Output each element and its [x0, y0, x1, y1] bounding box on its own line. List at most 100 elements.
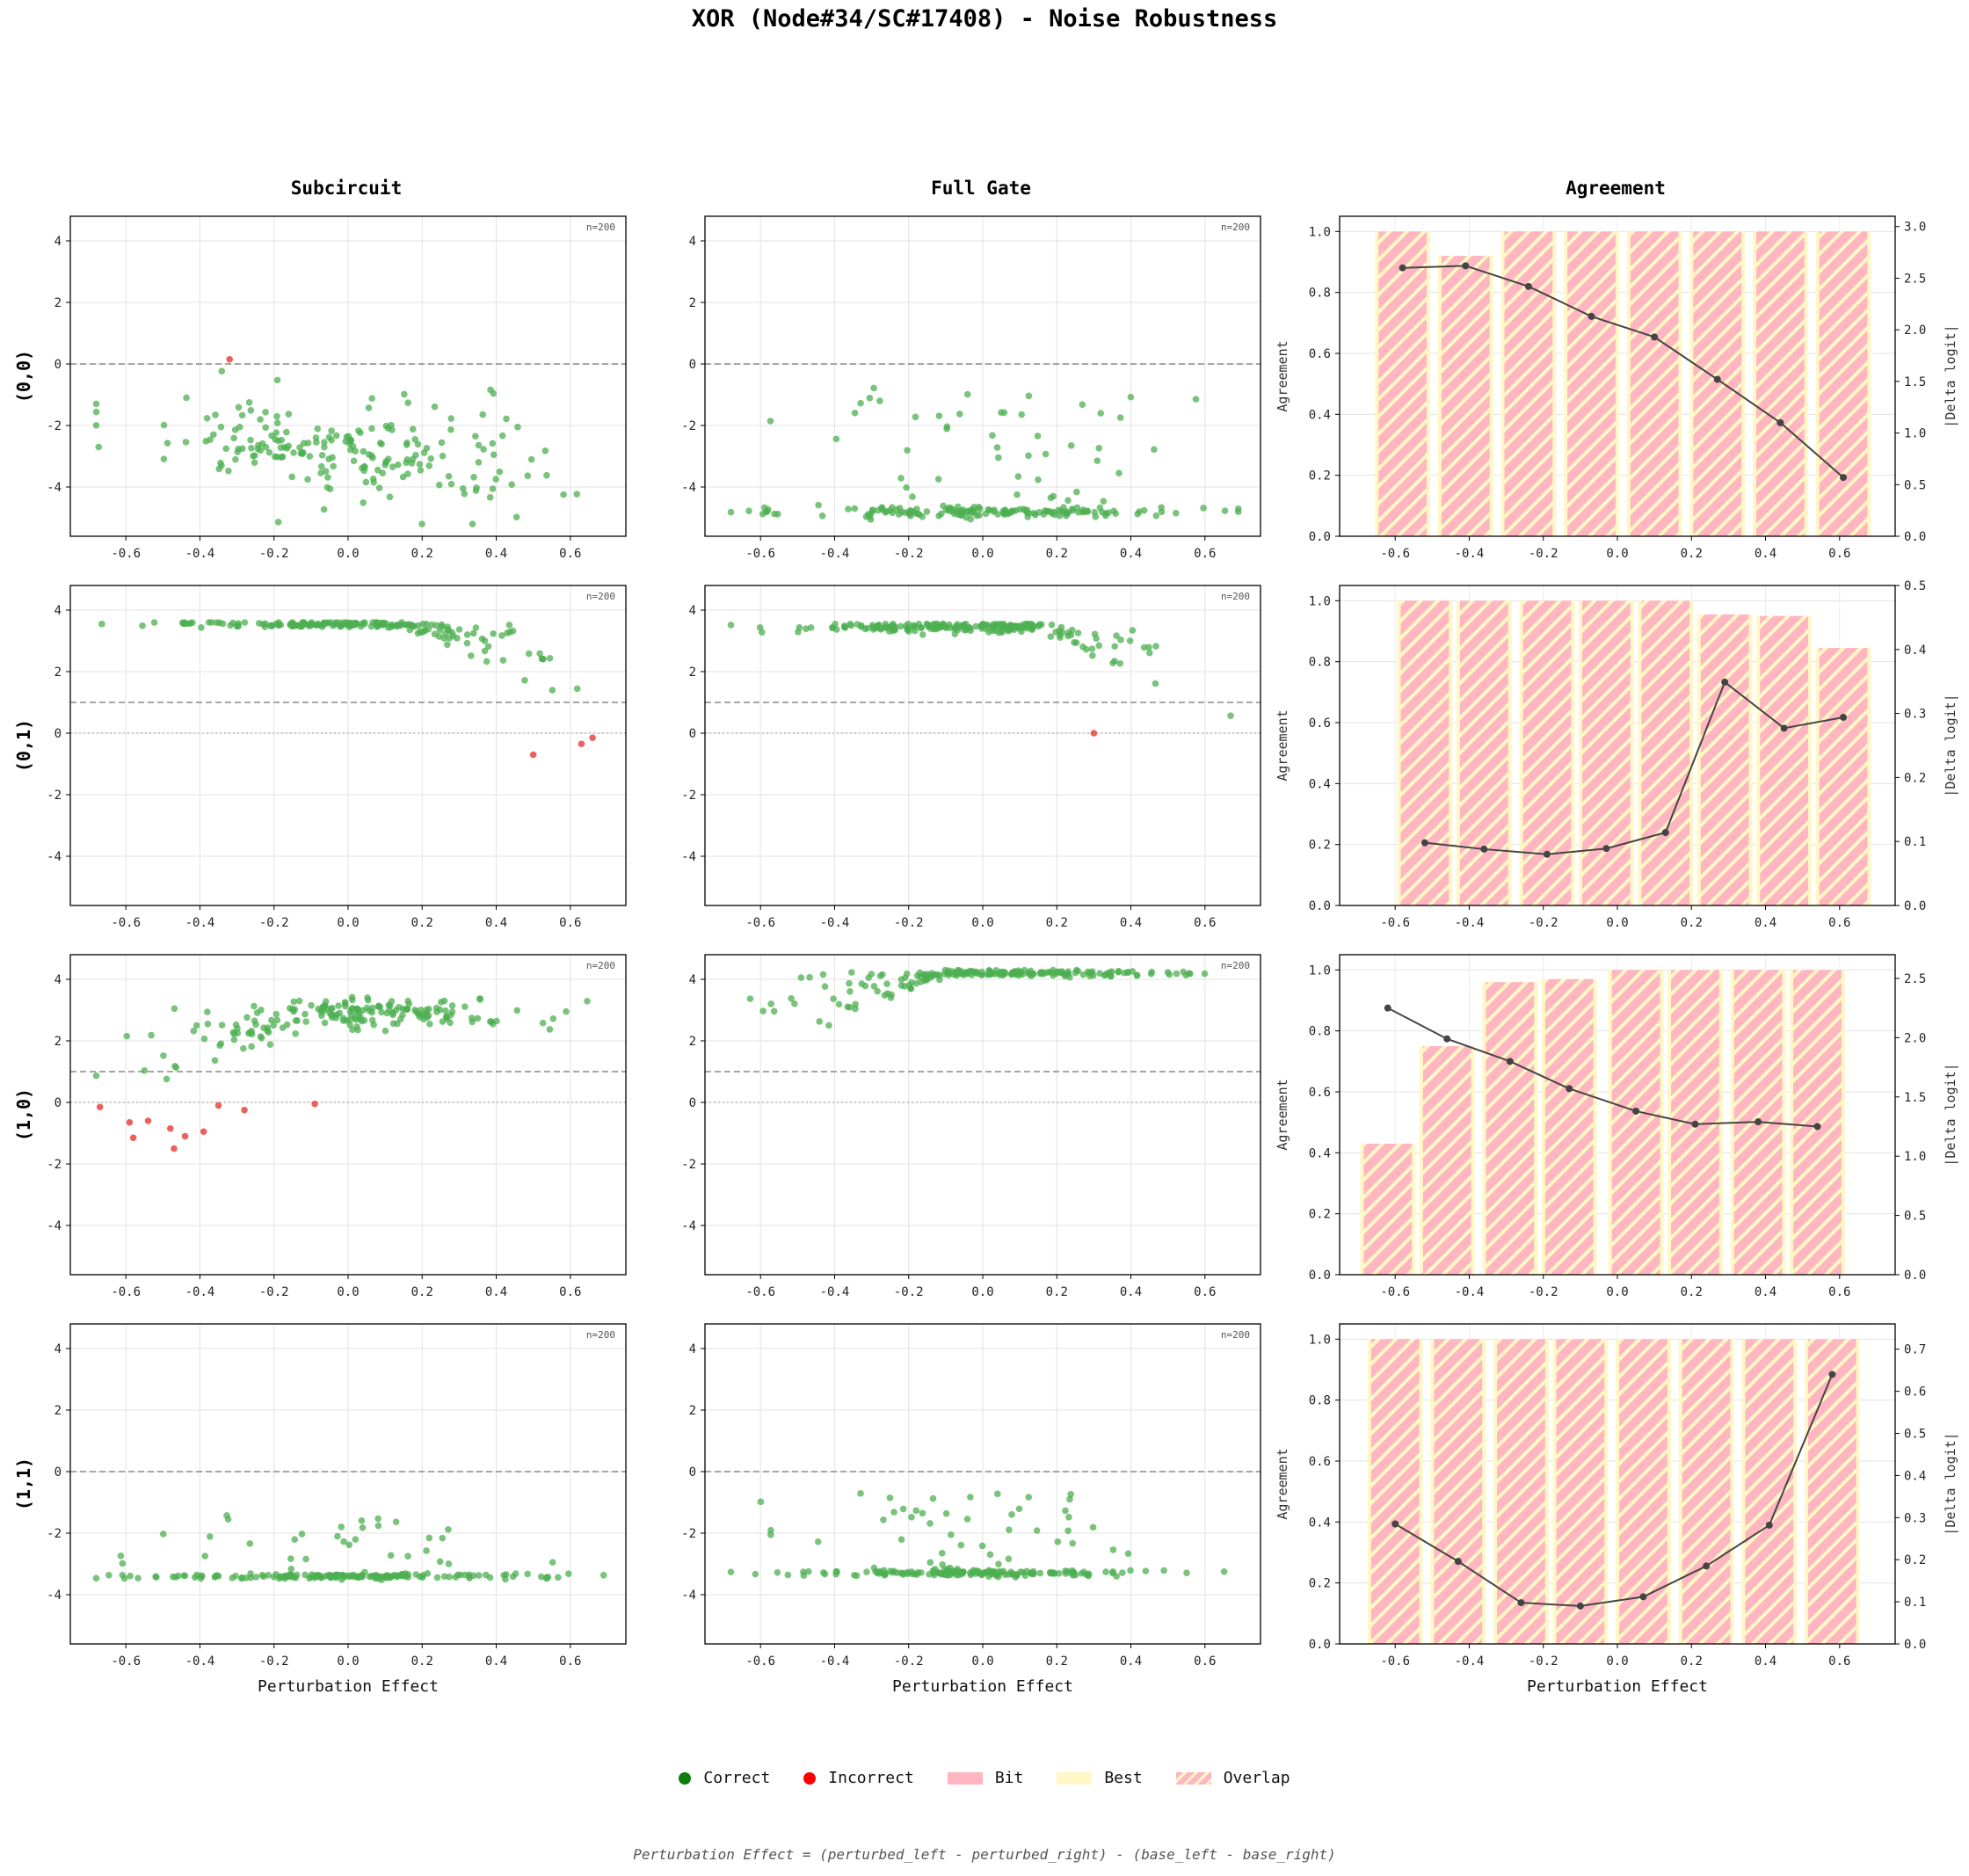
point-correct [983, 625, 990, 633]
point-correct [746, 995, 754, 1002]
x-tick-label: 0.0 [971, 1285, 993, 1299]
point-correct [463, 639, 471, 647]
scatter-points [727, 384, 1242, 523]
agreement-axis-label: Agreement [1275, 1079, 1290, 1150]
point-correct [431, 403, 439, 411]
point-correct [328, 436, 335, 444]
point-correct [265, 1029, 272, 1036]
row-0: (0,0) -0.6 -0.4 -0.2 0.0 0.2 0.4 0.6 4 2 0 -2 -4 n=20… [13, 215, 1958, 561]
point-correct [1015, 971, 1022, 979]
point-correct [292, 1030, 299, 1037]
point-correct [230, 434, 237, 442]
point-correct [1025, 1494, 1033, 1501]
point-correct [868, 507, 876, 515]
point-correct [978, 971, 985, 978]
point-incorrect [166, 1124, 174, 1132]
x-tick-label: -0.6 [1380, 1285, 1410, 1299]
y-tick-label: 2 [689, 665, 696, 680]
point-correct [540, 655, 547, 663]
point-correct [870, 384, 877, 392]
bar-overlap [1422, 1046, 1471, 1275]
legend-swatch-overlap [1175, 1771, 1211, 1785]
point-correct [1200, 505, 1207, 512]
point-correct [935, 412, 943, 419]
point-correct [857, 399, 864, 407]
point-correct [439, 452, 447, 460]
point-correct [475, 459, 483, 466]
point-correct [995, 1567, 1003, 1575]
right-tick-label: 1.0 [1904, 427, 1926, 441]
delta-logit-point [1840, 713, 1848, 721]
point-correct [247, 406, 255, 414]
point-correct [527, 455, 535, 463]
point-correct [246, 1029, 254, 1036]
point-correct [1109, 1546, 1117, 1553]
point-incorrect [529, 751, 537, 759]
y-tick-label: 0.8 [1309, 1394, 1331, 1408]
point-correct [541, 447, 549, 454]
point-correct [288, 473, 295, 481]
delta-logit-point [1651, 333, 1659, 341]
point-correct [486, 494, 494, 501]
point-correct [159, 1531, 167, 1538]
point-correct [123, 1032, 131, 1040]
point-correct [505, 622, 513, 629]
point-correct [760, 504, 768, 512]
y-tick-label: 0 [689, 358, 696, 372]
point-correct [1055, 1570, 1063, 1577]
bar-overlap [1693, 231, 1742, 536]
bar-overlap [1434, 1339, 1483, 1644]
point-correct [956, 411, 963, 418]
point-correct [853, 1572, 861, 1580]
delta-logit-line [1394, 1374, 1834, 1607]
point-correct [829, 624, 837, 632]
x-tick-label: 0.0 [337, 547, 359, 561]
point-correct [253, 1009, 261, 1016]
point-correct [203, 414, 211, 422]
point-correct [490, 451, 498, 459]
bar-overlap [1819, 231, 1868, 536]
point-correct [1084, 508, 1091, 515]
point-correct [999, 622, 1006, 629]
delta-logit-point [1602, 845, 1610, 853]
point-correct [127, 1572, 134, 1580]
point-correct [354, 1026, 361, 1034]
point-correct [1160, 1567, 1167, 1574]
point-correct [254, 445, 262, 453]
point-correct [851, 505, 859, 513]
point-correct [863, 1568, 870, 1575]
point-correct [230, 1036, 238, 1043]
x-tick-label: -0.4 [1455, 547, 1485, 561]
point-correct [362, 478, 370, 486]
point-correct [445, 473, 453, 480]
right-tick-label: 1.0 [1904, 1150, 1926, 1164]
point-correct [1147, 970, 1155, 978]
point-correct [365, 451, 373, 458]
point-correct [211, 1057, 219, 1065]
point-correct [198, 1572, 205, 1580]
y-tick-label: 0 [689, 1096, 696, 1110]
bar-overlap [1459, 600, 1508, 905]
y-tick-label: 0.6 [1309, 716, 1331, 731]
point-correct [476, 1572, 483, 1579]
point-correct [251, 1017, 258, 1024]
point-correct [301, 620, 309, 628]
point-correct [475, 441, 483, 449]
bar-overlap [1497, 1339, 1545, 1644]
point-correct [370, 478, 377, 486]
point-correct [392, 1007, 400, 1014]
scatter-points [92, 355, 581, 527]
point-correct [436, 627, 444, 634]
delta-logit-point [1391, 1520, 1399, 1528]
point-correct [1067, 1490, 1074, 1498]
point-correct [537, 1573, 545, 1581]
point-correct [539, 1019, 547, 1027]
point-correct [1062, 1507, 1069, 1515]
x-tick-label: 0.6 [559, 916, 581, 930]
delta-logit-point [1703, 1562, 1711, 1570]
point-correct [1067, 442, 1075, 449]
y-tick-label: 4 [54, 604, 62, 618]
point-correct [484, 643, 492, 651]
point-correct [324, 474, 331, 481]
point-correct [318, 451, 326, 459]
